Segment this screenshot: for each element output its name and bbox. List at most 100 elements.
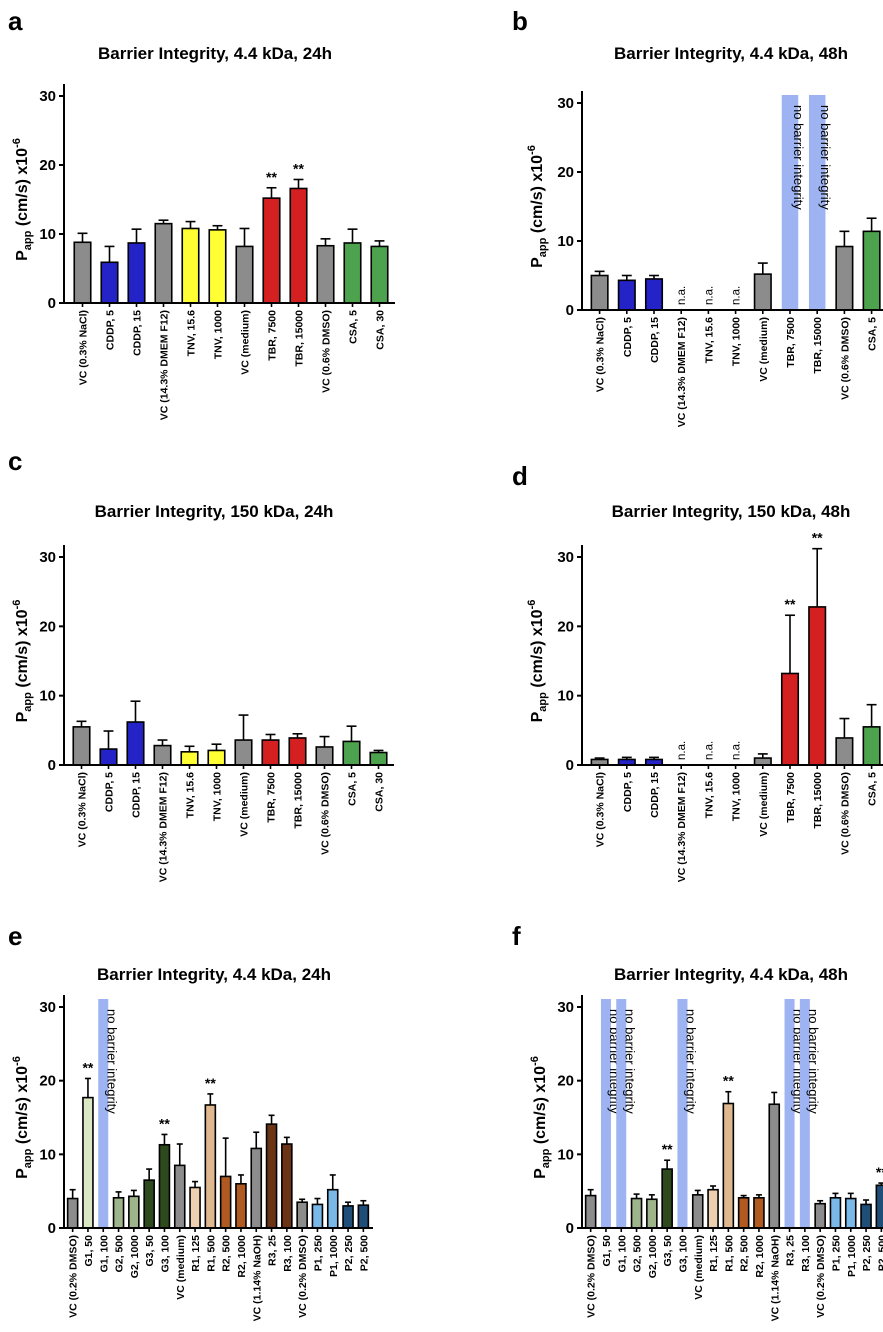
- panel-label: c: [8, 446, 22, 476]
- x-tick-label: VC (medium): [175, 1235, 187, 1300]
- y-tick-label: 10: [557, 688, 574, 705]
- bar: [143, 1179, 155, 1229]
- x-tick-label: TNV, 1000: [213, 310, 225, 359]
- x-tick-label: CSA, 30: [374, 772, 386, 812]
- x-tick-label: TBR, 15000: [294, 310, 306, 367]
- x-tick-label: TBR, 7500: [785, 317, 797, 368]
- y-tick-label: 10: [557, 1146, 574, 1163]
- panel-label: f: [512, 921, 521, 951]
- bar: [66, 1197, 79, 1229]
- y-axis-label-superscript: -6: [529, 1056, 541, 1066]
- chart-title: Barrier Integrity, 4.4 kDa, 24h: [97, 965, 331, 984]
- x-tick-label: VC (0.2% DMSO): [815, 1235, 827, 1318]
- x-tick-label: G3, 50: [662, 1235, 674, 1267]
- x-tick-label: R3, 25: [267, 1235, 279, 1266]
- y-axis-label-subscript: app: [537, 237, 549, 257]
- y-axis-label-superscript: -6: [11, 1056, 23, 1066]
- x-tick-label: VC (0.6% DMSO): [321, 310, 333, 393]
- x-tick-label: TNV, 15.6: [703, 317, 715, 363]
- y-tick-label: 20: [39, 618, 56, 635]
- y-axis-label-unit: (cm/s) x10: [14, 609, 31, 692]
- x-tick-label: P2, 250: [861, 1235, 873, 1271]
- y-tick-label: 0: [48, 295, 56, 312]
- x-tick-label: VC (14.3% DMEM F12): [158, 772, 170, 882]
- x-tick-label: VC (14.3% DMEM F12): [676, 772, 688, 882]
- significance-marker: **: [662, 1141, 673, 1157]
- bar: [204, 1104, 217, 1229]
- bar: [814, 1202, 826, 1229]
- y-axis-label-unit: (cm/s) x10: [529, 609, 546, 692]
- x-tick-label: TBR, 15000: [812, 317, 824, 374]
- significance-marker: **: [723, 1073, 734, 1089]
- x-tick-label: VC (medium): [758, 317, 770, 382]
- x-tick-label: CDDP, 5: [104, 772, 116, 812]
- y-tick-label: 20: [557, 618, 574, 635]
- no-barrier-label: no barrier integrity: [622, 1009, 637, 1114]
- bar: [112, 1196, 125, 1229]
- y-axis-label: Papp (cm/s) x10-6: [529, 1056, 552, 1179]
- bar: [289, 187, 308, 304]
- y-axis-label-superscript: -6: [526, 145, 538, 155]
- bar: [753, 273, 772, 311]
- x-tick-label: R3, 100: [282, 1235, 294, 1272]
- y-tick-label: 30: [557, 999, 574, 1016]
- y-axis-label-symbol: P: [14, 250, 31, 261]
- no-barrier-band: [808, 95, 826, 310]
- bar: [835, 737, 854, 766]
- bar: [181, 227, 200, 304]
- panel-label: b: [512, 6, 528, 36]
- y-axis-label: Papp (cm/s) x10-6: [11, 138, 34, 261]
- x-tick-label: VC (medium): [239, 772, 251, 837]
- bar: [753, 1196, 765, 1229]
- bar: [844, 1197, 857, 1229]
- bar: [173, 1164, 186, 1229]
- no-barrier-band: [799, 999, 810, 1228]
- bar: [208, 229, 227, 304]
- bar: [235, 245, 254, 304]
- chart-title: Barrier Integrity, 4.4 kDa, 48h: [614, 44, 848, 63]
- no-barrier-label: no barrier integrity: [791, 105, 806, 210]
- x-tick-label: P2, 500: [876, 1235, 883, 1271]
- na-label: n.a.: [731, 741, 743, 760]
- bar: [311, 1203, 324, 1229]
- no-barrier-band: [784, 999, 795, 1228]
- x-tick-label: VC (medium): [240, 310, 252, 375]
- no-barrier-band: [600, 999, 611, 1228]
- significance-marker: **: [812, 530, 823, 546]
- bar: [207, 749, 226, 766]
- y-axis-label-symbol: P: [14, 1168, 31, 1179]
- panel-c: c Barrier Integrity, 150 kDa, 24h Papp (cm…: [8, 446, 394, 882]
- x-tick-label: G2, 500: [632, 1235, 644, 1273]
- y-axis-label-superscript: -6: [11, 600, 23, 610]
- significance-marker: **: [82, 1059, 93, 1075]
- bar: [369, 751, 388, 766]
- y-axis-label: Papp (cm/s) x10-6: [11, 1056, 34, 1179]
- bar: [219, 1175, 232, 1229]
- y-tick-label: 20: [557, 164, 574, 181]
- no-barrier-label: no barrier integrity: [683, 1009, 698, 1114]
- y-axis-label-subscript: app: [22, 692, 34, 712]
- chart-title: Barrier Integrity, 150 kDa, 48h: [612, 502, 851, 521]
- panel-e: e Barrier Integrity, 4.4 kDa, 24h Papp (cm…: [8, 921, 373, 1321]
- y-axis-label-symbol: P: [14, 711, 31, 722]
- x-tick-label: R3, 100: [800, 1235, 812, 1272]
- x-tick-label: VC (14.3% DMEM F12): [676, 317, 688, 427]
- x-tick-label: VC (0.3% NaCl): [595, 772, 607, 847]
- x-tick-label: TNV, 15.6: [703, 772, 715, 818]
- bar: [154, 222, 173, 304]
- significance-marker: **: [876, 1164, 883, 1180]
- x-tick-label: CSA, 5: [347, 772, 359, 806]
- bar: [691, 1194, 704, 1229]
- x-tick-label: VC (0.6% DMSO): [839, 772, 851, 855]
- bar: [100, 261, 119, 304]
- y-tick-label: 30: [557, 95, 574, 112]
- bar: [875, 1184, 883, 1229]
- x-tick-label: R2, 500: [739, 1235, 751, 1272]
- bar: [808, 606, 827, 766]
- x-tick-label: R2, 1000: [754, 1235, 766, 1278]
- x-tick-label: VC (0.3% NaCl): [77, 772, 89, 847]
- bar: [180, 751, 199, 766]
- bar: [127, 242, 146, 304]
- y-axis-label-symbol: P: [529, 257, 546, 268]
- panel-f: f Barrier Integrity, 4.4 kDa, 48h Papp (cm…: [512, 921, 883, 1321]
